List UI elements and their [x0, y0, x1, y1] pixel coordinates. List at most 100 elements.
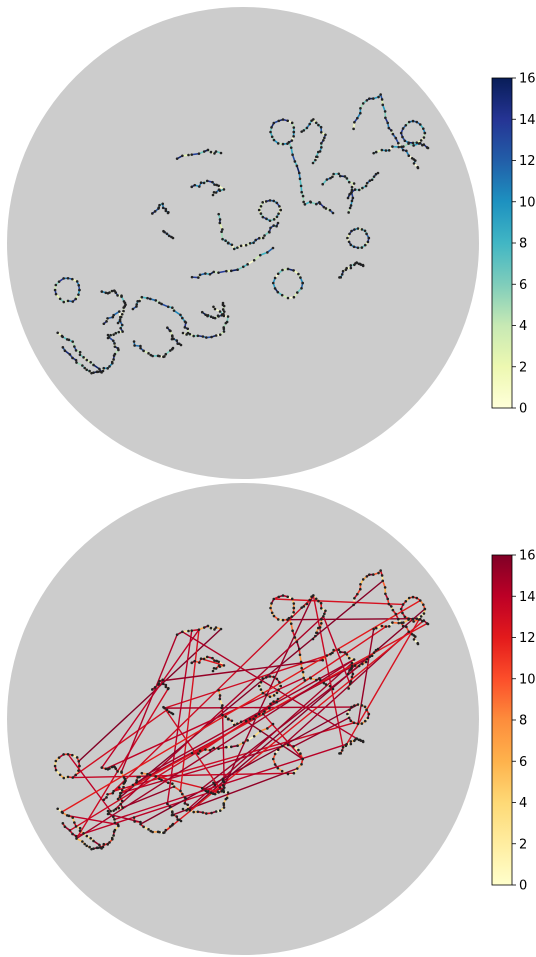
node	[218, 218, 222, 221]
node	[356, 227, 360, 230]
node	[324, 207, 328, 210]
node	[210, 335, 213, 339]
node	[160, 302, 163, 306]
edge-long	[147, 773, 219, 793]
node	[361, 739, 365, 743]
node	[226, 315, 230, 318]
node	[403, 615, 407, 619]
node	[112, 358, 115, 361]
node	[157, 206, 161, 209]
node	[225, 269, 228, 273]
node	[400, 621, 403, 625]
node	[204, 748, 207, 751]
node	[360, 722, 364, 725]
node	[167, 710, 171, 714]
node	[181, 331, 185, 335]
node	[359, 739, 363, 742]
node	[374, 172, 378, 176]
node	[279, 208, 282, 212]
node	[109, 809, 112, 813]
edge-long	[164, 706, 352, 709]
node	[320, 622, 323, 625]
node	[300, 606, 303, 609]
node	[292, 126, 296, 129]
node	[404, 123, 408, 127]
node	[341, 745, 345, 749]
node	[271, 722, 275, 726]
node	[211, 180, 214, 184]
node	[349, 719, 353, 723]
node	[323, 136, 326, 140]
node	[101, 845, 105, 849]
node	[104, 767, 108, 771]
node	[158, 777, 161, 781]
node	[276, 221, 280, 225]
node	[415, 617, 419, 620]
node	[275, 700, 278, 704]
node	[412, 162, 416, 165]
node	[241, 265, 245, 269]
node	[349, 204, 353, 207]
node	[122, 309, 125, 313]
node	[165, 708, 169, 712]
node	[347, 180, 351, 184]
node	[363, 229, 367, 233]
node	[281, 268, 284, 272]
node	[401, 135, 404, 139]
node	[367, 236, 371, 240]
node	[277, 688, 280, 691]
node	[272, 121, 276, 125]
node	[224, 715, 227, 719]
node	[291, 153, 294, 157]
node	[172, 813, 175, 817]
node	[118, 318, 122, 321]
node	[360, 228, 364, 231]
node	[77, 769, 80, 772]
node	[190, 185, 194, 189]
node	[206, 790, 210, 793]
node	[168, 825, 172, 828]
node	[384, 592, 387, 596]
node	[275, 201, 279, 205]
node	[363, 243, 367, 247]
node	[171, 306, 174, 310]
node	[63, 825, 67, 829]
node	[265, 693, 268, 697]
node	[328, 208, 332, 212]
node	[402, 621, 405, 624]
node	[296, 291, 299, 294]
node	[297, 171, 301, 175]
node	[181, 807, 185, 811]
node	[110, 289, 114, 293]
node	[309, 676, 313, 680]
node	[303, 679, 307, 682]
node	[268, 230, 271, 234]
node	[272, 694, 276, 697]
node	[190, 275, 194, 279]
node	[261, 201, 264, 204]
node	[151, 688, 154, 691]
node	[314, 634, 317, 638]
node	[300, 666, 303, 670]
node	[222, 806, 226, 809]
node	[211, 193, 215, 197]
node	[352, 721, 356, 725]
edge	[218, 270, 227, 274]
node	[119, 791, 123, 795]
node	[85, 368, 89, 372]
node	[102, 322, 106, 326]
node	[272, 224, 275, 227]
node	[293, 160, 297, 163]
node	[319, 125, 323, 129]
node	[114, 767, 118, 770]
node	[107, 335, 111, 339]
node	[54, 283, 58, 287]
node	[377, 95, 380, 99]
node	[401, 148, 405, 152]
node	[212, 746, 216, 750]
node	[372, 651, 376, 654]
node	[365, 575, 369, 578]
node	[117, 786, 121, 789]
node	[397, 621, 401, 625]
node	[343, 651, 347, 654]
